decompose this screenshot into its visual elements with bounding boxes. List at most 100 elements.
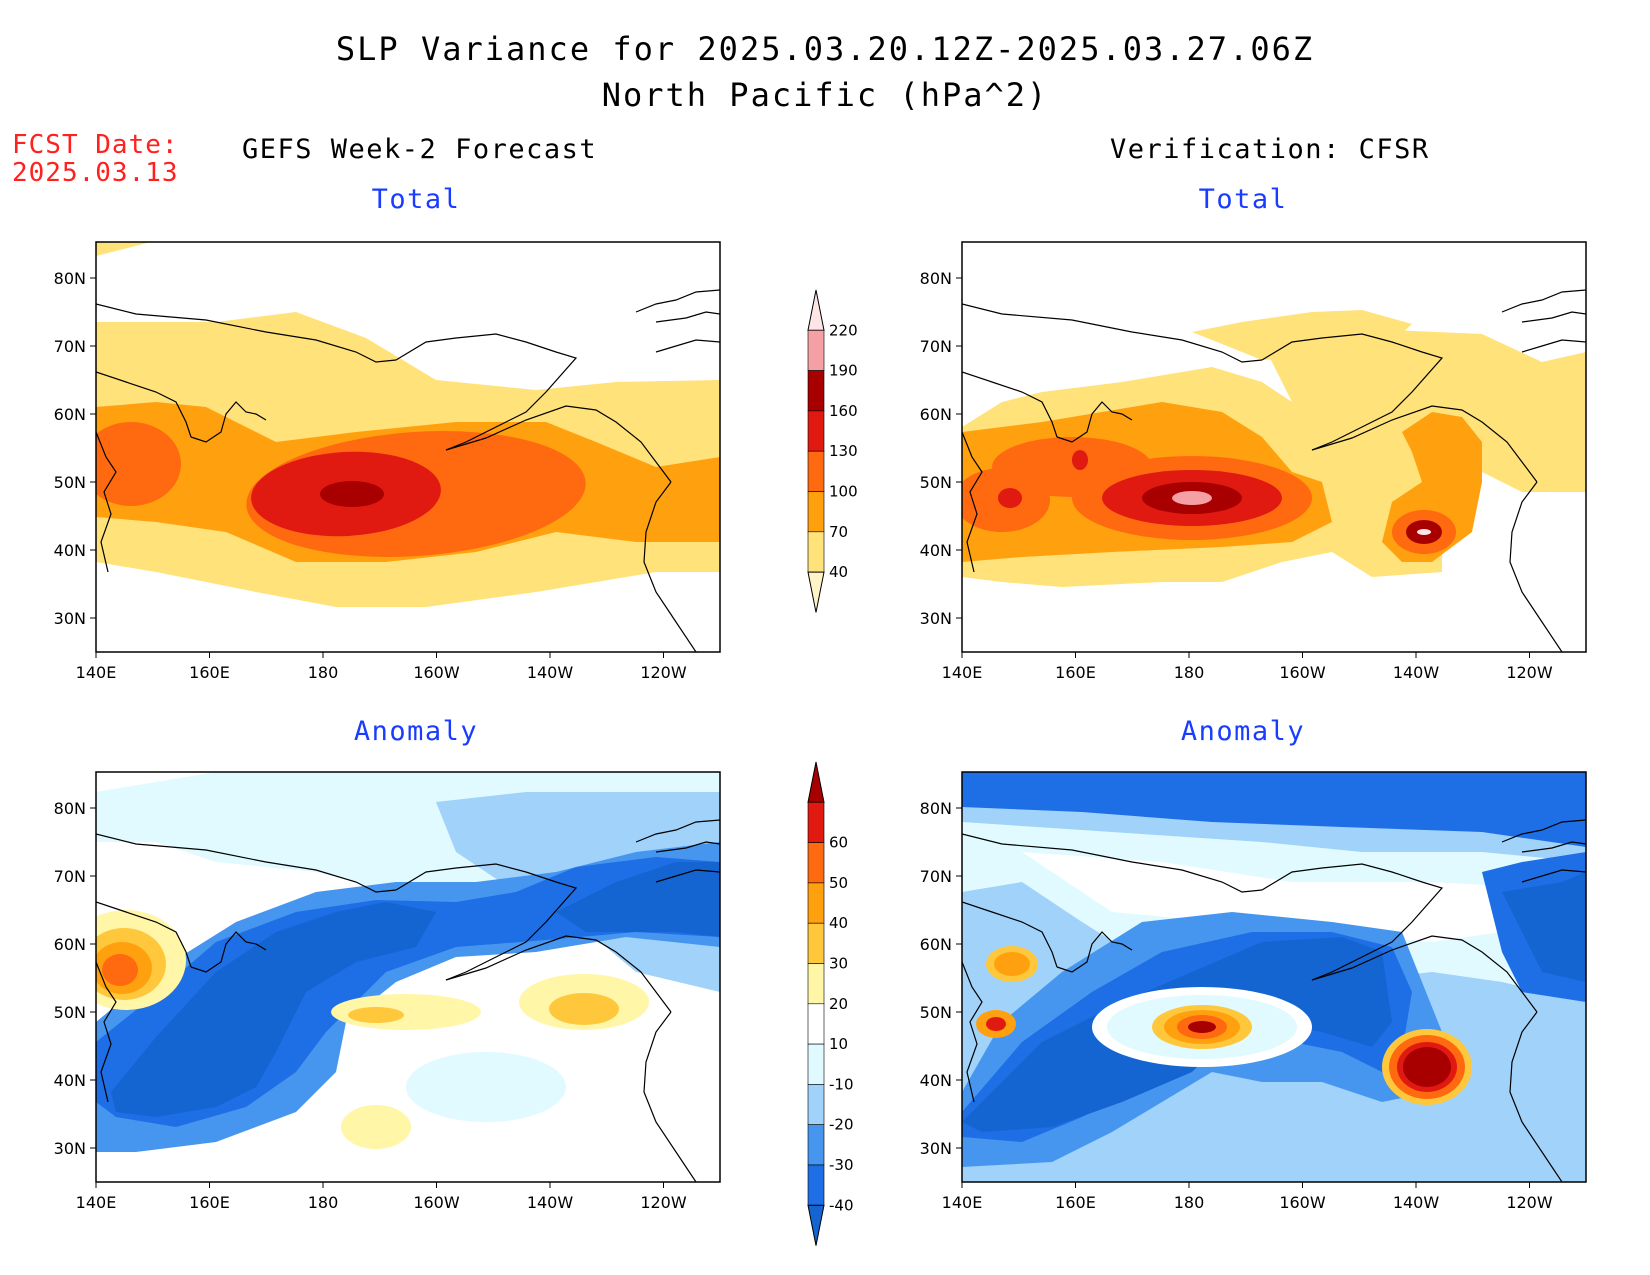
left-column-title: GEFS Week-2 Forecast — [242, 134, 598, 165]
colorbar-label: 30 — [829, 955, 848, 973]
lon-tick-label: 140E — [76, 663, 117, 682]
map-total-forecast — [96, 242, 720, 652]
lon-tick-label: 180 — [1174, 1193, 1205, 1212]
coastline — [445, 935, 672, 1013]
contour-region — [96, 422, 181, 506]
contour-region — [1022, 852, 1522, 942]
lat-tick-label: 40N — [920, 1071, 952, 1090]
lat-tick-label: 80N — [920, 269, 952, 288]
coastline — [1509, 1011, 1563, 1182]
contour-region — [1502, 872, 1586, 982]
colorbar-swatch — [807, 531, 825, 573]
coastline — [96, 833, 397, 893]
coastline — [962, 901, 1058, 968]
colorbar-top-arrow — [807, 761, 825, 803]
coastline — [96, 303, 397, 363]
colorbar-swatch — [807, 410, 825, 452]
contour-region — [96, 242, 151, 256]
colorbar-swatch — [807, 1124, 825, 1166]
lat-tick-label: 30N — [54, 1139, 86, 1158]
fcst-date-label: FCST Date: — [12, 130, 179, 160]
lon-tick-label: 120W — [1506, 1193, 1553, 1212]
coastline — [962, 961, 983, 1103]
contour-region — [320, 481, 384, 507]
colorbar-label: 50 — [829, 874, 848, 892]
lat-tick-label: 70N — [54, 867, 86, 886]
colorbar-top-arrow — [807, 289, 825, 331]
colorbar-label: 20 — [829, 995, 848, 1013]
colorbar-label: 220 — [829, 321, 858, 339]
colorbar-bottom-arrow — [807, 1204, 825, 1246]
lat-tick-label: 70N — [920, 337, 952, 356]
colorbar-label: -30 — [829, 1156, 854, 1174]
map-frame — [95, 241, 721, 653]
lon-tick-label: 120W — [640, 1193, 687, 1212]
coastline — [1311, 405, 1538, 483]
lon-tick-label: 160W — [1279, 663, 1326, 682]
lon-tick-label: 160W — [1279, 1193, 1326, 1212]
coastline — [655, 339, 720, 353]
lon-tick-label: 140W — [1393, 663, 1440, 682]
map-anomaly-forecast — [96, 772, 720, 1182]
colorbar-total: 40 70 100 130 160 190 220 — [807, 289, 858, 613]
lat-tick-label: 50N — [920, 473, 952, 492]
coastline — [1056, 401, 1133, 443]
map-frame — [961, 771, 1587, 1183]
contour-region — [406, 1052, 566, 1122]
coastline — [395, 333, 578, 451]
lon-tick-label: 140E — [942, 663, 983, 682]
coastline — [1056, 931, 1133, 973]
lat-tick-label: 60N — [54, 405, 86, 424]
coastline — [1521, 869, 1586, 883]
coastline — [962, 371, 1058, 438]
lat-tick-label: 50N — [920, 1003, 952, 1022]
colorbar-label: 100 — [829, 483, 858, 501]
coastline — [655, 869, 720, 883]
colorbar-label: 10 — [829, 1035, 848, 1053]
contour-region — [341, 1105, 411, 1149]
lon-tick-label: 140E — [942, 1193, 983, 1212]
coastline — [962, 303, 1263, 363]
lat-tick-label: 50N — [54, 473, 86, 492]
coastline — [96, 961, 117, 1103]
map-frame — [95, 771, 721, 1183]
colorbar-label: 190 — [829, 362, 858, 380]
lon-tick-label: 140W — [527, 1193, 574, 1212]
right-column-title: Verification: CFSR — [1110, 134, 1430, 165]
contour-region — [994, 952, 1030, 976]
coastline — [962, 833, 1263, 893]
map-anomaly-verification — [962, 772, 1586, 1182]
lat-tick-label: 80N — [54, 269, 86, 288]
colorbar-label: -10 — [829, 1075, 854, 1093]
lon-tick-label: 180 — [308, 663, 339, 682]
colorbar-swatch — [807, 1084, 825, 1126]
lon-tick-label: 180 — [1174, 663, 1205, 682]
coastline — [1311, 935, 1538, 1013]
coastline — [395, 863, 578, 981]
coastline — [1501, 819, 1586, 843]
coastline — [1261, 863, 1444, 981]
colorbar-swatch — [807, 1003, 825, 1045]
lat-tick-label: 40N — [920, 541, 952, 560]
coastline — [643, 1011, 697, 1182]
fcst-date-value: 2025.03.13 — [12, 158, 179, 188]
colorbar-bottom-arrow — [807, 571, 825, 613]
colorbar-label: -20 — [829, 1116, 854, 1134]
colorbar-swatch — [807, 882, 825, 924]
lat-tick-label: 60N — [920, 935, 952, 954]
coastline — [96, 371, 192, 438]
colorbar-label: 60 — [829, 834, 848, 852]
colorbar-swatch — [807, 450, 825, 492]
contour-region — [111, 902, 436, 1117]
colorbar-swatch — [807, 1164, 825, 1206]
coastline — [655, 841, 720, 853]
coastline — [1501, 289, 1586, 313]
colorbar-swatch — [807, 329, 825, 371]
contour-region — [102, 954, 138, 986]
colorbar-swatch — [807, 370, 825, 412]
coastline — [96, 431, 117, 573]
coastline — [1521, 841, 1586, 853]
lat-tick-label: 80N — [54, 799, 86, 818]
lat-tick-label: 30N — [920, 609, 952, 628]
